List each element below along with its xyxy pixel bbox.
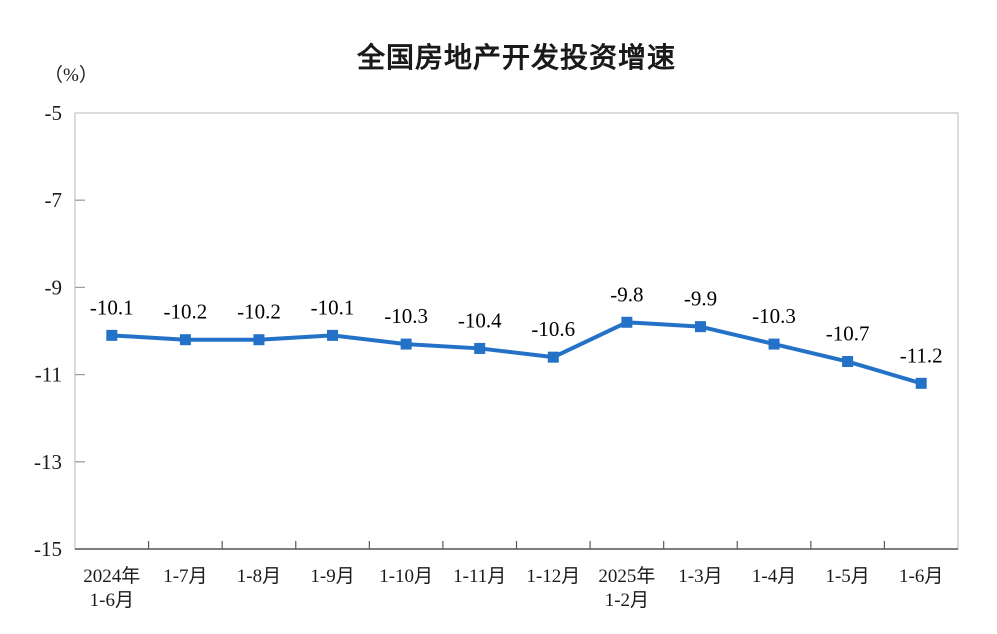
y-axis-tick-label: -7: [45, 188, 63, 212]
data-label: -10.3: [384, 304, 428, 328]
data-point-marker: [694, 321, 706, 333]
y-axis-tick-label: -15: [34, 537, 62, 561]
data-point-marker: [768, 338, 780, 350]
y-axis-tick-label: -11: [35, 363, 62, 387]
data-label: -10.2: [164, 300, 208, 324]
y-axis-tick-label: -5: [45, 101, 63, 125]
x-axis-tick-label: 1-6月: [899, 566, 943, 587]
data-label: -9.9: [684, 287, 717, 311]
x-axis-tick-label: 1-4月: [752, 566, 796, 587]
data-point-marker: [842, 356, 854, 368]
y-axis-tick-label: -13: [34, 450, 62, 474]
x-axis-tick-label: 1-3月: [678, 566, 722, 587]
data-label: -10.7: [826, 322, 870, 346]
data-point-marker: [253, 334, 265, 346]
data-point-marker: [621, 316, 633, 328]
x-axis-tick-label: 2024年 1-6月: [83, 565, 140, 611]
data-label: -10.3: [752, 304, 796, 328]
x-axis-tick-label: 1-5月: [825, 566, 869, 587]
data-label: -10.2: [237, 300, 281, 324]
y-axis-tick-label: -9: [45, 275, 63, 299]
data-point-marker: [547, 351, 559, 363]
data-point-marker: [179, 334, 191, 346]
x-axis-tick-label: 1-11月: [453, 566, 506, 587]
chart-title: 全国房地产开发投资增速: [356, 42, 676, 73]
data-label: -9.8: [610, 282, 643, 306]
data-label: -10.1: [90, 295, 134, 319]
data-label: -10.6: [531, 317, 575, 341]
data-point-marker: [474, 342, 486, 354]
x-axis-tick-label: 1-10月: [379, 566, 433, 587]
data-label: -11.2: [900, 343, 943, 367]
data-point-marker: [327, 329, 339, 341]
data-point-marker: [915, 377, 927, 389]
x-axis-tick-label: 1-12月: [526, 566, 580, 587]
data-point-marker: [400, 338, 412, 350]
data-point-marker: [106, 329, 118, 341]
data-label: -10.1: [311, 295, 355, 319]
x-axis-tick-label: 1-7月: [163, 566, 207, 587]
series-line: [109, 320, 924, 386]
x-axis-tick-label: 2025年 1-2月: [598, 565, 655, 611]
x-axis-tick-label: 1-8月: [237, 566, 281, 587]
x-axis-tick-label: 1-9月: [310, 566, 354, 587]
y-axis-unit-label: （%）: [44, 65, 98, 86]
data-label: -10.4: [458, 308, 502, 332]
